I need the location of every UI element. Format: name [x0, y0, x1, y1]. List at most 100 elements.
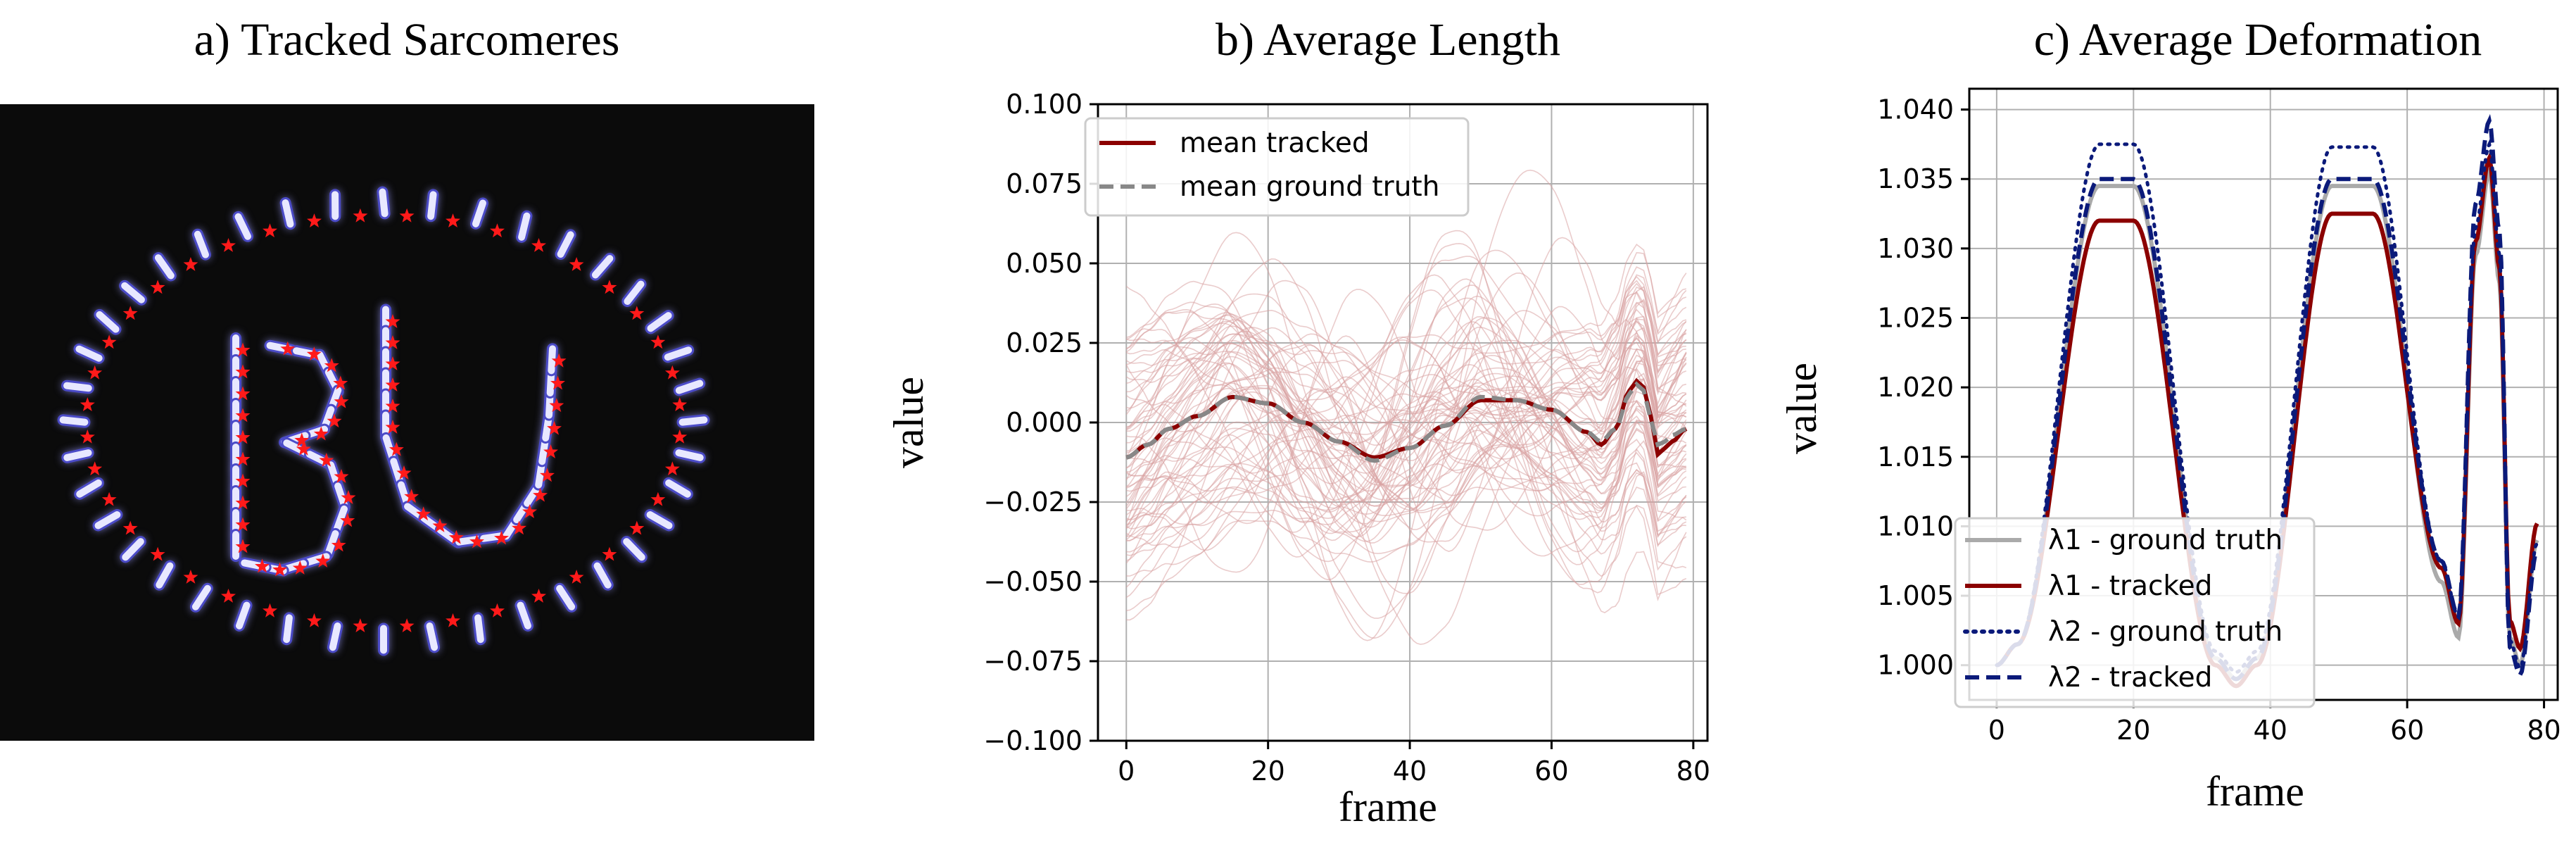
- tracking-marker: [432, 518, 448, 532]
- panel-b-title: b) Average Length: [1216, 14, 1560, 65]
- tracking-marker: [101, 334, 117, 349]
- tracking-marker: [280, 341, 296, 356]
- individual-trace: [1126, 251, 1686, 537]
- tracking-marker: [672, 429, 688, 444]
- individual-trace: [1126, 339, 1687, 577]
- sarcomere: [425, 189, 439, 223]
- individual-trace: [1125, 280, 1686, 541]
- tracking-marker: [333, 375, 348, 390]
- tracking-marker: [307, 613, 322, 627]
- sarcomere: [120, 536, 146, 563]
- tracking-marker: [101, 491, 117, 506]
- tracking-marker: [292, 560, 308, 575]
- individual-trace: [1125, 320, 1687, 516]
- tracking-marker: [221, 589, 236, 603]
- panel-c-chart: 0 20 40 60 80 1.000 1.005 1.010 1.015 1.020 1.025 1…: [1779, 87, 2561, 815]
- sarcomere: [61, 380, 94, 394]
- individual-trace: [1126, 348, 1687, 554]
- tracking-marker: [235, 386, 251, 401]
- tracking-marker: [353, 618, 368, 632]
- y-tick-label: −0.100: [983, 725, 1082, 756]
- tracking-marker: [353, 208, 368, 223]
- tracking-marker: [87, 461, 103, 476]
- tracking-marker: [150, 546, 165, 561]
- panel-a-title: a) Tracked Sarcomeres: [194, 14, 620, 65]
- y-tick-label: 0.100: [1006, 89, 1082, 120]
- individual-trace: [1125, 313, 1687, 522]
- panel-c-xlabel: frame: [2206, 768, 2304, 815]
- y-tick-label: 1.000: [1877, 650, 1954, 681]
- sarcomere: [191, 228, 211, 261]
- tracking-marker: [319, 453, 334, 467]
- individual-trace: [1126, 325, 1686, 557]
- individual-trace: [1125, 333, 1687, 521]
- sarcomere: [621, 278, 647, 307]
- panel-c-ylabel: value: [1779, 363, 1825, 454]
- individual-trace: [1126, 322, 1687, 619]
- tracking-marker: [327, 413, 342, 428]
- sarcomere: [61, 447, 94, 463]
- tracking-marker: [551, 353, 567, 368]
- series-line-3: [1996, 113, 2539, 682]
- individual-trace: [1126, 272, 1687, 525]
- sarcomere: [676, 414, 710, 428]
- sarcomere: [516, 210, 533, 243]
- tracking-marker: [263, 603, 277, 618]
- sarcomere: [92, 509, 123, 532]
- tracking-marker: [494, 530, 509, 545]
- panel-c-title: c) Average Deformation: [2034, 14, 2482, 65]
- sarcomere: [377, 186, 391, 220]
- tracking-marker: [341, 490, 356, 504]
- tracking-marker-layer: [80, 208, 688, 632]
- tracking-marker: [334, 394, 349, 408]
- individual-trace: [1126, 282, 1686, 556]
- tracking-marker: [306, 346, 322, 361]
- panel-b-individual-traces: [1125, 169, 1687, 645]
- y-tick-label: 0.075: [1006, 168, 1082, 199]
- individual-trace: [1126, 319, 1686, 520]
- tracking-marker: [235, 495, 251, 510]
- tracking-marker: [629, 306, 645, 320]
- legend-label-mean-ground-truth: mean ground truth: [1180, 171, 1439, 203]
- sarcomere: [119, 280, 147, 306]
- x-tick-label: 20: [1251, 756, 1284, 787]
- sarcomere: [378, 622, 389, 656]
- tracking-marker: [235, 364, 251, 379]
- panel-b-chart: 0 20 40 60 80 −0.100 −0.075 −0.050 −0.025 0.000 0.…: [885, 89, 1710, 830]
- panel-b-legend-box: [1084, 117, 1470, 217]
- x-tick-label: 60: [1534, 756, 1568, 787]
- x-tick-label: 40: [2254, 715, 2287, 746]
- sarcomere: [189, 582, 213, 613]
- tracking-marker: [385, 420, 400, 434]
- individual-trace: [1125, 274, 1687, 585]
- individual-trace: [1126, 237, 1687, 573]
- legend-label-l1-tracked: λ1 - tracked: [2048, 570, 2212, 602]
- tracking-marker: [650, 334, 666, 349]
- sarcomere: [73, 343, 105, 364]
- y-tick-label: 1.035: [1877, 163, 1954, 194]
- sarcomere: [57, 414, 91, 428]
- panel-c-ticks: 0 20 40 60 80 1.000 1.005 1.010 1.015 1.020 1.025 1…: [1877, 94, 2561, 746]
- sarcomere: [514, 599, 533, 632]
- tracking-marker: [389, 441, 404, 456]
- tracking-marker: [549, 398, 564, 413]
- sarcomere: [424, 620, 441, 653]
- series-line-mean-ground-truth: [1125, 381, 1687, 463]
- sarcomere: [555, 229, 576, 261]
- y-tick-label: 1.015: [1877, 441, 1954, 472]
- tracking-marker: [512, 520, 526, 535]
- tracking-marker: [235, 408, 251, 422]
- tracking-marker: [602, 280, 617, 294]
- individual-trace: [1125, 289, 1687, 529]
- individual-trace: [1125, 333, 1686, 487]
- tracking-marker: [569, 257, 584, 271]
- tracking-marker: [531, 238, 546, 252]
- panel-c-legend-box: [1954, 517, 2316, 708]
- tracking-marker: [446, 213, 460, 227]
- tracking-marker: [221, 238, 236, 252]
- individual-trace: [1125, 284, 1687, 520]
- y-tick-label: 1.025: [1877, 303, 1954, 334]
- tracking-marker: [490, 603, 505, 618]
- tracking-marker: [404, 489, 419, 503]
- sarcomere: [554, 582, 578, 613]
